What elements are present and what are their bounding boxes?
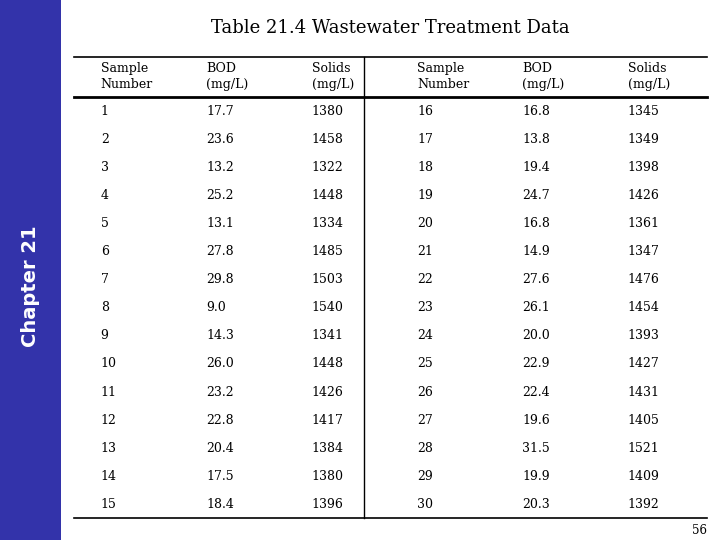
Text: 21: 21: [417, 245, 433, 258]
Text: 15: 15: [101, 498, 117, 511]
Text: 17: 17: [417, 133, 433, 146]
Text: 10: 10: [101, 357, 117, 370]
Text: BOD
(mg/L): BOD (mg/L): [206, 63, 248, 91]
Text: 20.3: 20.3: [522, 498, 550, 511]
Text: 26.0: 26.0: [206, 357, 234, 370]
Text: 17.7: 17.7: [206, 105, 234, 118]
Text: 1: 1: [101, 105, 109, 118]
Text: 31.5: 31.5: [522, 442, 550, 455]
Text: 13.8: 13.8: [522, 133, 550, 146]
Text: 1448: 1448: [312, 357, 343, 370]
Text: 1322: 1322: [312, 161, 343, 174]
Text: Solids
(mg/L): Solids (mg/L): [628, 63, 670, 91]
Text: 29: 29: [417, 470, 433, 483]
Text: 1398: 1398: [628, 161, 660, 174]
Text: 13.2: 13.2: [206, 161, 234, 174]
Text: 22.4: 22.4: [522, 386, 550, 399]
Text: 28: 28: [417, 442, 433, 455]
Text: 3: 3: [101, 161, 109, 174]
Text: 1396: 1396: [312, 498, 343, 511]
Text: 16.8: 16.8: [522, 217, 550, 230]
Text: 1426: 1426: [312, 386, 343, 399]
Text: 1431: 1431: [628, 386, 660, 399]
Text: 23.2: 23.2: [206, 386, 234, 399]
Text: 1503: 1503: [312, 273, 343, 286]
Text: 29.8: 29.8: [206, 273, 234, 286]
Text: 1393: 1393: [628, 329, 660, 342]
Text: 2: 2: [101, 133, 109, 146]
Text: 8: 8: [101, 301, 109, 314]
Text: 9: 9: [101, 329, 109, 342]
Text: 9.0: 9.0: [206, 301, 226, 314]
Text: 20: 20: [417, 217, 433, 230]
Text: 26: 26: [417, 386, 433, 399]
Text: 23.6: 23.6: [206, 133, 234, 146]
Text: Table 21.4 Wastewater Treatment Data: Table 21.4 Wastewater Treatment Data: [211, 19, 570, 37]
Text: 7: 7: [101, 273, 109, 286]
Text: 13.1: 13.1: [206, 217, 234, 230]
Text: 25.2: 25.2: [206, 189, 233, 202]
Text: 1427: 1427: [628, 357, 660, 370]
Text: BOD
(mg/L): BOD (mg/L): [522, 63, 564, 91]
Text: 24.7: 24.7: [522, 189, 550, 202]
Text: 27: 27: [417, 414, 433, 427]
Text: 1409: 1409: [628, 470, 660, 483]
Text: 1476: 1476: [628, 273, 660, 286]
Text: 14.9: 14.9: [522, 245, 550, 258]
Text: 25: 25: [417, 357, 433, 370]
Text: 1405: 1405: [628, 414, 660, 427]
Text: 1347: 1347: [628, 245, 660, 258]
Text: Solids
(mg/L): Solids (mg/L): [312, 63, 354, 91]
Text: 6: 6: [101, 245, 109, 258]
Text: 22: 22: [417, 273, 433, 286]
Text: 20.4: 20.4: [206, 442, 234, 455]
Text: 1380: 1380: [312, 470, 343, 483]
Text: 1426: 1426: [628, 189, 660, 202]
Text: 18.4: 18.4: [206, 498, 234, 511]
Text: 1361: 1361: [628, 217, 660, 230]
Text: 12: 12: [101, 414, 117, 427]
Text: 1349: 1349: [628, 133, 660, 146]
Text: 19.6: 19.6: [522, 414, 550, 427]
Text: 14.3: 14.3: [206, 329, 234, 342]
Text: 1521: 1521: [628, 442, 660, 455]
Text: 14: 14: [101, 470, 117, 483]
Text: 19.9: 19.9: [522, 470, 550, 483]
Text: 1341: 1341: [312, 329, 343, 342]
Text: Sample
Number: Sample Number: [101, 63, 153, 91]
Text: 19.4: 19.4: [522, 161, 550, 174]
Text: 1380: 1380: [312, 105, 343, 118]
Text: 11: 11: [101, 386, 117, 399]
Text: 56: 56: [692, 524, 707, 537]
Text: 18: 18: [417, 161, 433, 174]
Text: Sample
Number: Sample Number: [417, 63, 469, 91]
Text: 1334: 1334: [312, 217, 343, 230]
Text: 1392: 1392: [628, 498, 660, 511]
Text: 16.8: 16.8: [522, 105, 550, 118]
Text: 1454: 1454: [628, 301, 660, 314]
Text: 24: 24: [417, 329, 433, 342]
Text: 13: 13: [101, 442, 117, 455]
Text: 1458: 1458: [312, 133, 343, 146]
Text: 1485: 1485: [312, 245, 343, 258]
Text: 1345: 1345: [628, 105, 660, 118]
Text: 20.0: 20.0: [522, 329, 550, 342]
Text: 1384: 1384: [312, 442, 343, 455]
Text: 16: 16: [417, 105, 433, 118]
Text: Chapter 21: Chapter 21: [21, 225, 40, 347]
Text: 1417: 1417: [312, 414, 343, 427]
Text: 27.6: 27.6: [522, 273, 550, 286]
Text: 1448: 1448: [312, 189, 343, 202]
Text: 22.9: 22.9: [522, 357, 550, 370]
Text: 1540: 1540: [312, 301, 343, 314]
Text: 26.1: 26.1: [522, 301, 550, 314]
Text: 17.5: 17.5: [206, 470, 234, 483]
Text: 19: 19: [417, 189, 433, 202]
Text: 27.8: 27.8: [206, 245, 234, 258]
Text: 5: 5: [101, 217, 109, 230]
Text: 22.8: 22.8: [206, 414, 234, 427]
Text: 4: 4: [101, 189, 109, 202]
Text: 23: 23: [417, 301, 433, 314]
Text: 30: 30: [417, 498, 433, 511]
